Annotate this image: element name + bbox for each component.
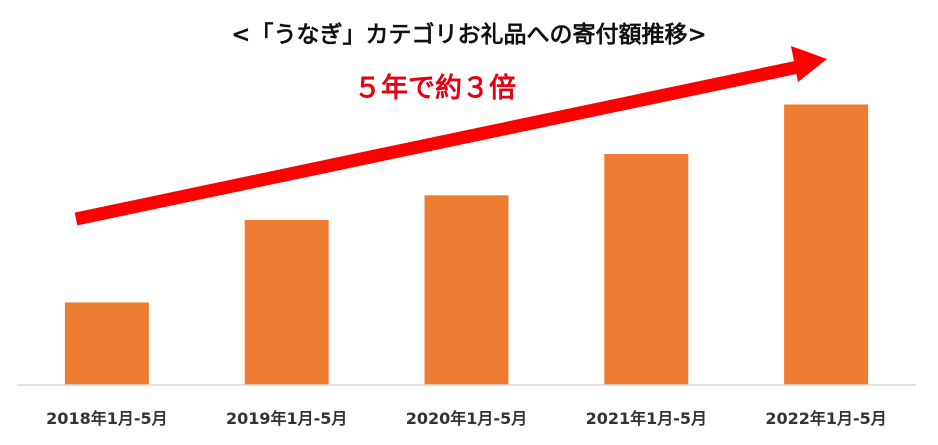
x-tick-label: 2018年1月-5月 (46, 409, 167, 428)
x-tick-labels: 2018年1月-5月 2019年1月-5月 2020年1月-5月 2021年1月-5月… (46, 409, 887, 428)
trend-arrow-shaft (74, 60, 800, 226)
x-tick-label: 2022年1月-5月 (765, 409, 886, 428)
x-tick-label: 2020年1月-5月 (406, 409, 527, 428)
bar-3 (424, 195, 509, 385)
chart-title: <「うなぎ」カテゴリお礼品への寄付額推移> (231, 21, 707, 48)
bars-group (64, 104, 869, 385)
x-tick-label: 2019年1月-5月 (226, 409, 347, 428)
x-tick-label: 2021年1月-5月 (586, 409, 707, 428)
bar-1 (64, 302, 149, 385)
bar-4 (604, 154, 689, 385)
bar-2 (244, 220, 329, 385)
trend-arrow-head (791, 46, 827, 82)
bar-5 (784, 104, 869, 385)
trend-arrow-icon (74, 46, 827, 226)
growth-annotation: ５年で約３倍 (354, 72, 516, 104)
